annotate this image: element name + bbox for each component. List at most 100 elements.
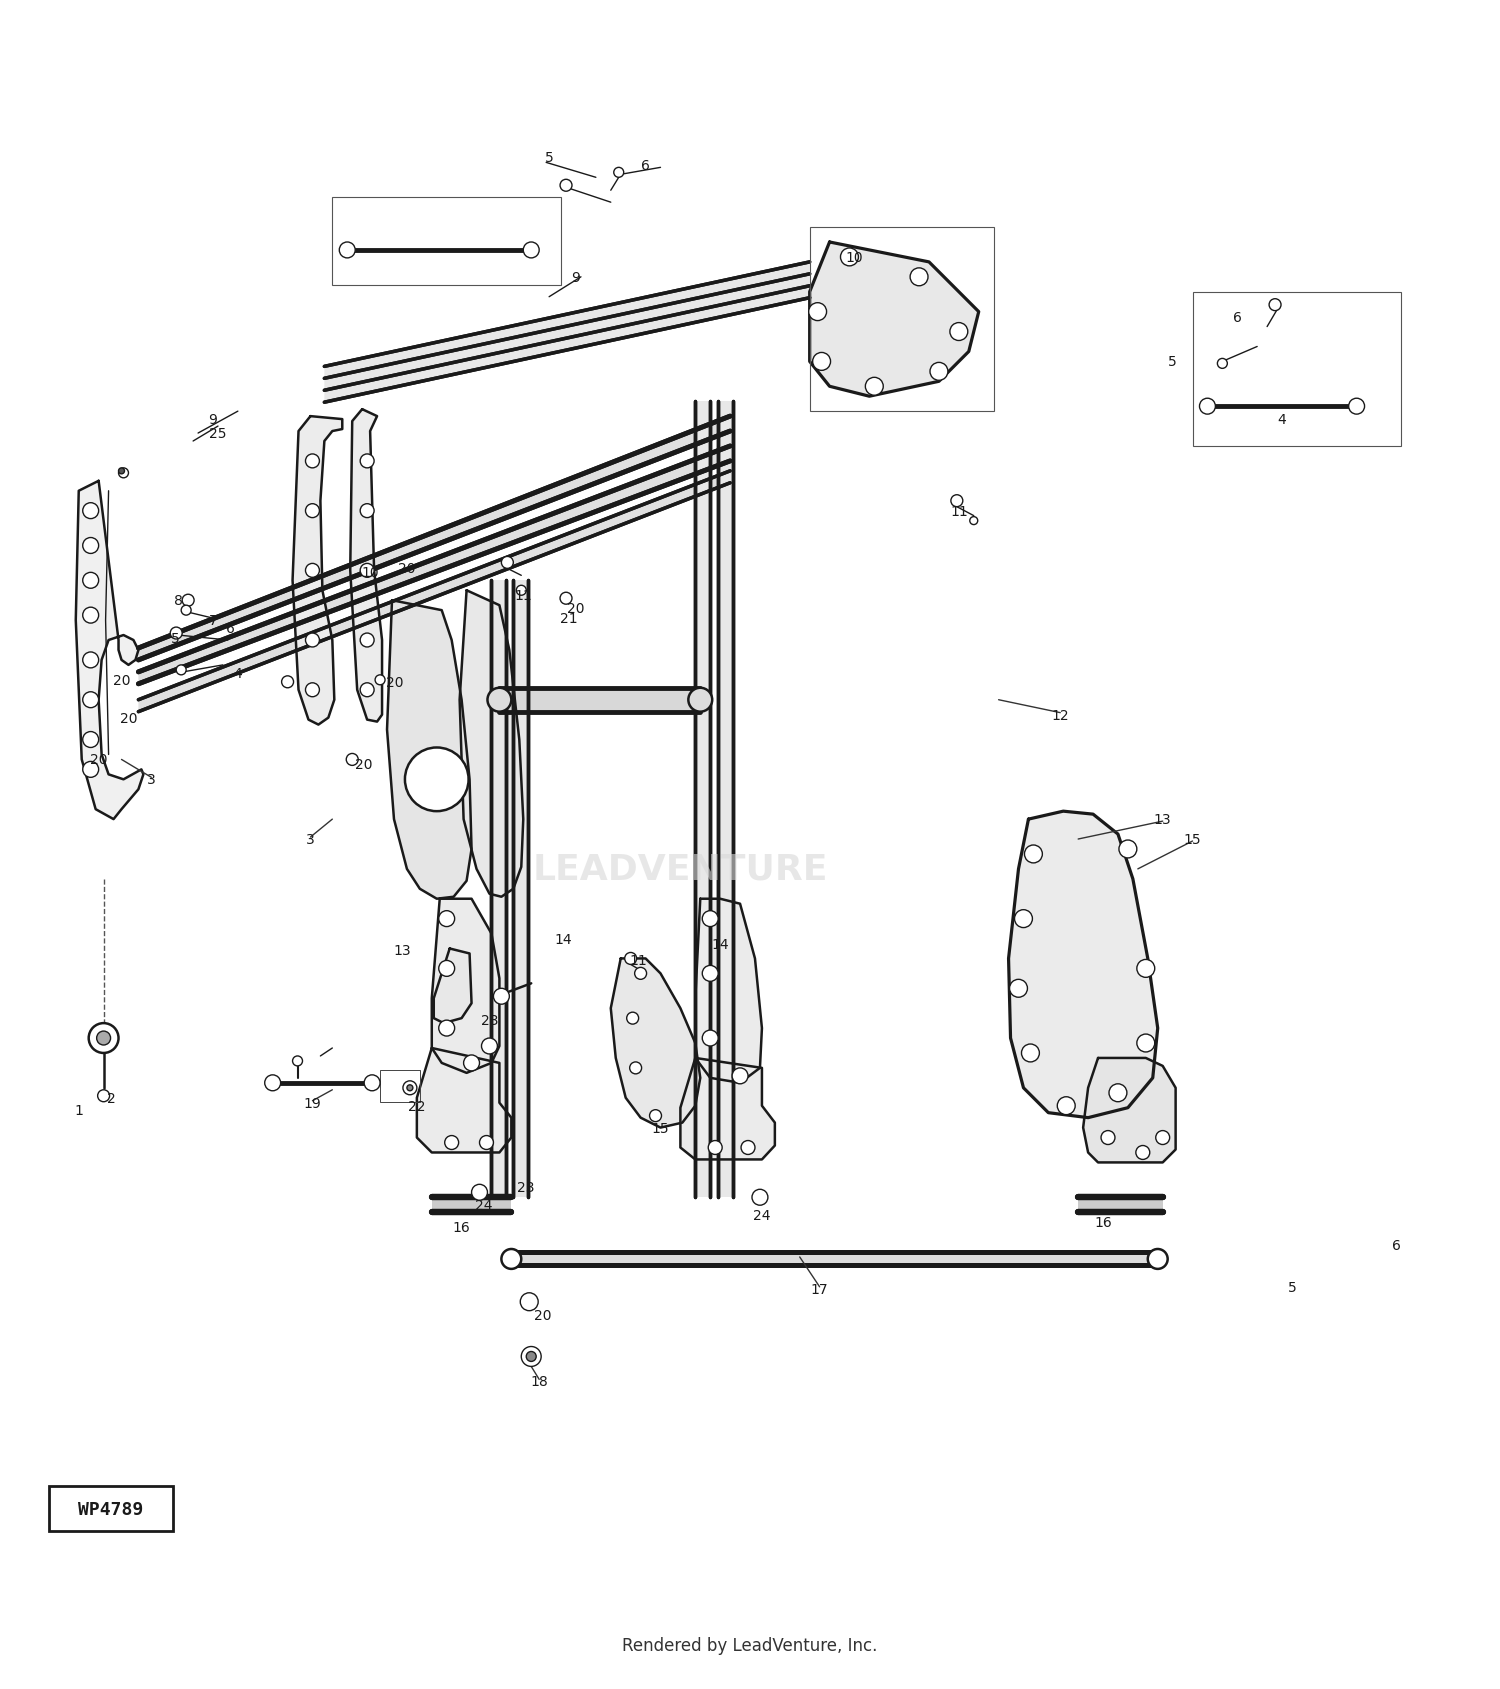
Circle shape	[1218, 360, 1227, 370]
Circle shape	[82, 692, 99, 708]
Circle shape	[1024, 846, 1042, 863]
Circle shape	[516, 586, 526, 596]
Circle shape	[176, 665, 186, 676]
Circle shape	[88, 1024, 118, 1054]
Text: 20: 20	[567, 601, 585, 616]
Circle shape	[82, 608, 99, 623]
Circle shape	[306, 505, 320, 519]
Polygon shape	[138, 417, 730, 660]
Circle shape	[339, 243, 356, 258]
Text: 20: 20	[534, 1307, 552, 1322]
Circle shape	[82, 731, 99, 748]
Circle shape	[840, 248, 858, 267]
Circle shape	[438, 910, 454, 927]
Polygon shape	[1078, 1198, 1162, 1213]
Circle shape	[930, 363, 948, 382]
Text: 6: 6	[226, 622, 236, 635]
Text: 17: 17	[812, 1282, 828, 1295]
Circle shape	[630, 1062, 642, 1074]
Circle shape	[282, 676, 294, 689]
Circle shape	[524, 243, 538, 258]
Circle shape	[82, 573, 99, 589]
Circle shape	[364, 1076, 380, 1091]
Circle shape	[732, 1067, 748, 1084]
Text: 10: 10	[362, 566, 380, 579]
Circle shape	[82, 762, 99, 779]
Circle shape	[1010, 980, 1028, 998]
Circle shape	[494, 988, 510, 1005]
Circle shape	[360, 633, 374, 647]
Text: 11: 11	[630, 954, 648, 968]
Circle shape	[526, 1351, 536, 1361]
Circle shape	[438, 1020, 454, 1037]
Polygon shape	[387, 601, 471, 899]
Circle shape	[614, 169, 624, 179]
Text: 24: 24	[474, 1199, 492, 1213]
Circle shape	[471, 1184, 488, 1201]
Circle shape	[1200, 399, 1215, 415]
Circle shape	[950, 323, 968, 341]
Text: 18: 18	[531, 1375, 548, 1388]
Bar	[380, 1071, 420, 1101]
Circle shape	[1014, 910, 1032, 927]
Circle shape	[702, 1030, 718, 1047]
Text: 10: 10	[846, 250, 862, 265]
Circle shape	[624, 953, 636, 964]
Polygon shape	[718, 402, 734, 1198]
Circle shape	[702, 966, 718, 981]
Text: 14: 14	[554, 932, 572, 946]
Circle shape	[404, 1081, 417, 1094]
Circle shape	[306, 684, 320, 698]
Circle shape	[98, 1089, 109, 1101]
Circle shape	[182, 595, 194, 606]
Polygon shape	[324, 263, 810, 404]
Text: 3: 3	[306, 833, 315, 846]
Polygon shape	[810, 243, 978, 397]
Text: 14: 14	[711, 937, 729, 951]
Text: 24: 24	[753, 1208, 771, 1223]
Text: 5: 5	[544, 152, 554, 166]
Text: WP4789: WP4789	[78, 1500, 142, 1518]
Circle shape	[482, 1039, 498, 1054]
Circle shape	[444, 1137, 459, 1150]
Circle shape	[360, 505, 374, 519]
Polygon shape	[76, 481, 144, 819]
Circle shape	[1348, 399, 1365, 415]
Circle shape	[438, 961, 454, 976]
Circle shape	[464, 1056, 480, 1071]
Circle shape	[82, 652, 99, 669]
Text: 20: 20	[386, 676, 404, 689]
Circle shape	[560, 181, 572, 193]
Text: 11: 11	[514, 589, 532, 603]
Bar	[810, 228, 993, 412]
Circle shape	[808, 304, 826, 321]
Circle shape	[292, 1056, 303, 1066]
Text: 5: 5	[1287, 1280, 1296, 1294]
Polygon shape	[513, 581, 528, 1198]
Circle shape	[688, 689, 712, 713]
Text: Rendered by LeadVenture, Inc.: Rendered by LeadVenture, Inc.	[622, 1637, 878, 1654]
Text: 9: 9	[209, 412, 218, 427]
Polygon shape	[610, 959, 701, 1128]
Text: 25: 25	[209, 427, 226, 441]
Circle shape	[627, 1013, 639, 1025]
Circle shape	[488, 689, 512, 713]
Circle shape	[1108, 1084, 1126, 1101]
Circle shape	[951, 495, 963, 507]
Text: 20: 20	[90, 753, 108, 767]
Circle shape	[813, 353, 831, 372]
Polygon shape	[696, 402, 709, 1198]
Circle shape	[405, 748, 468, 812]
Polygon shape	[432, 899, 500, 1073]
Polygon shape	[292, 417, 342, 725]
Polygon shape	[433, 949, 471, 1024]
Text: 20: 20	[120, 711, 136, 725]
Circle shape	[1137, 959, 1155, 978]
Polygon shape	[417, 1049, 512, 1154]
Circle shape	[522, 1346, 542, 1366]
Text: 4: 4	[1278, 412, 1287, 427]
Circle shape	[634, 968, 646, 980]
Circle shape	[1269, 299, 1281, 311]
Circle shape	[182, 606, 190, 616]
Circle shape	[82, 539, 99, 554]
